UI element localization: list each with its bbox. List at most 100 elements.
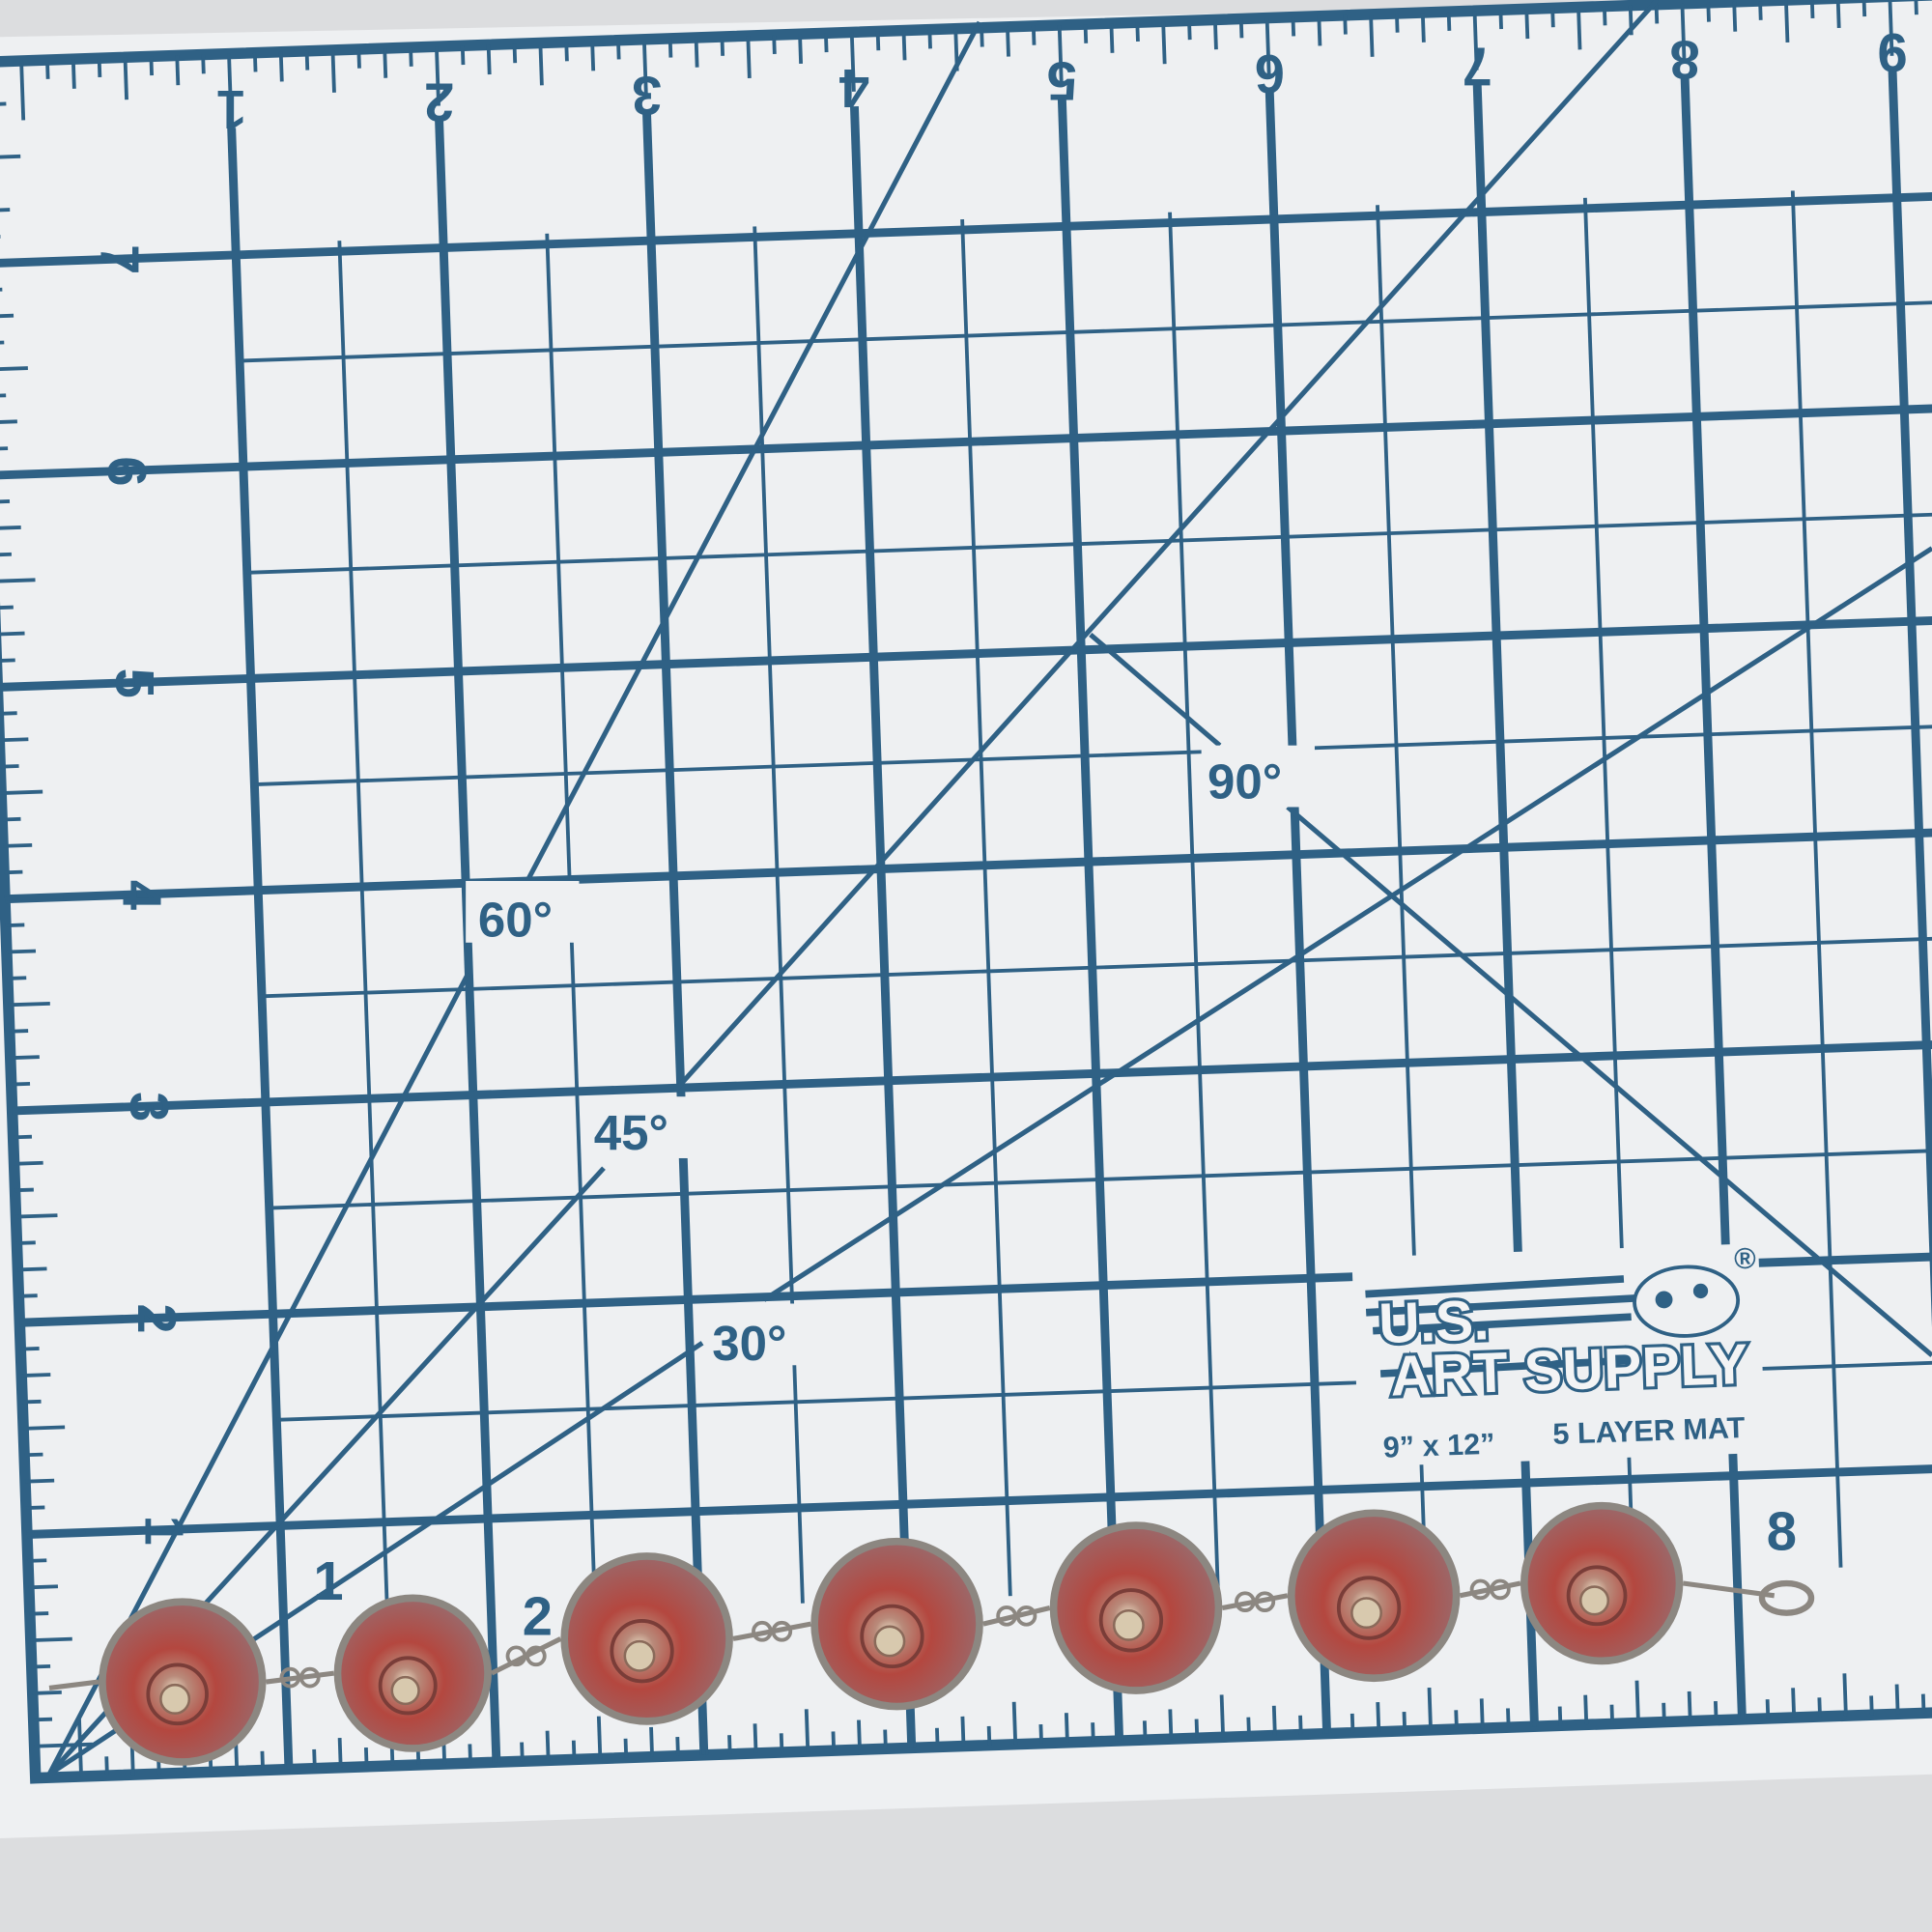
top-ruler-tick	[1861, 0, 1867, 17]
left-ruler-tick	[6, 949, 37, 954]
left-ruler-tick	[19, 1319, 78, 1325]
grid-line-minor-horizontal	[261, 936, 1932, 999]
bottom-ruler-tick	[260, 1750, 266, 1771]
bottom-ruler-tick	[1634, 1680, 1640, 1723]
left-ruler-tick	[0, 340, 5, 345]
shell-spiral-center	[873, 1625, 906, 1658]
top-ruler-tick	[590, 41, 596, 71]
bottom-ruler-tick	[1817, 1697, 1822, 1718]
top-ruler-tick	[1784, 0, 1790, 43]
grid-line-major-horizontal	[0, 192, 1932, 268]
top-ruler-number: 2	[424, 72, 454, 133]
top-ruler-tick	[1758, 0, 1763, 20]
bottom-ruler-tick	[1427, 1688, 1433, 1730]
top-ruler-number: 1	[216, 79, 246, 140]
left-ruler-tick	[0, 208, 11, 213]
grid-line-major-vertical	[1057, 99, 1124, 1742]
top-ruler-tick	[1680, 3, 1687, 64]
top-ruler-tick	[1550, 8, 1555, 28]
label-bg	[704, 1303, 818, 1366]
top-ruler-tick	[486, 44, 492, 75]
bottom-ruler-tick	[1322, 1674, 1329, 1734]
top-ruler-tick	[980, 27, 984, 47]
left-ruler-tick	[17, 1266, 47, 1272]
bottom-ruler-tick	[1038, 1723, 1043, 1744]
left-ruler-tick	[0, 101, 7, 106]
grid-line-minor-horizontal	[276, 1360, 1932, 1422]
top-ruler-tick	[1420, 13, 1426, 43]
left-ruler-tick	[31, 1663, 51, 1669]
logo-us: U.S.	[1378, 1289, 1490, 1355]
shell-cabochon	[1049, 1521, 1223, 1694]
shell-spiral-center	[1350, 1597, 1382, 1630]
top-ruler-tick	[1577, 7, 1582, 50]
top-ruler-tick	[45, 60, 50, 79]
chain-end	[48, 1679, 99, 1690]
top-ruler-tick	[538, 43, 544, 86]
bottom-ruler-tick	[1219, 1694, 1226, 1738]
top-ruler-tick	[772, 35, 777, 54]
top-ruler-tick	[1057, 24, 1064, 85]
bottom-ruler-tick	[129, 1745, 135, 1776]
left-ruler-number: 4	[112, 880, 173, 910]
grid-line-major-vertical	[1888, 71, 1932, 1328]
bottom-ruler-tick	[699, 1695, 706, 1755]
bottom-ruler-tick	[1738, 1660, 1745, 1719]
top-ruler-tick	[71, 59, 76, 89]
shell-cabochon	[560, 1552, 733, 1725]
top-ruler-tick	[227, 53, 234, 114]
shell-spiral-center	[623, 1639, 656, 1672]
angle-label-30: 30°	[712, 1316, 786, 1371]
grid-line-major-vertical	[849, 105, 917, 1748]
left-ruler-tick	[15, 1213, 58, 1219]
top-ruler-tick	[875, 31, 881, 51]
chain-link	[1683, 1580, 1776, 1599]
left-ruler-tick	[23, 1425, 66, 1431]
bottom-ruler-tick	[545, 1730, 551, 1761]
top-ruler-tick	[1835, 0, 1841, 29]
bottom-ruler-tick	[727, 1735, 732, 1754]
bottom-ruler-tick	[234, 1741, 240, 1772]
top-ruler-tick	[1524, 9, 1530, 40]
left-ruler-tick	[14, 1160, 43, 1166]
palette-icon	[1633, 1264, 1741, 1338]
top-ruler-tick	[1888, 0, 1894, 56]
left-ruler-tick	[30, 1636, 72, 1643]
guide-60-upper	[525, 20, 982, 883]
jump-ring	[752, 1620, 773, 1642]
left-ruler-tick	[0, 366, 28, 371]
top-ruler-tick	[616, 40, 621, 60]
top-ruler-tick	[123, 57, 128, 100]
left-ruler-tick	[33, 1717, 53, 1722]
bottom-ruler-tick	[1894, 1684, 1900, 1715]
left-ruler-tick	[5, 923, 25, 928]
shell-spiral-center	[1578, 1585, 1610, 1616]
shell-spiral	[860, 1604, 924, 1669]
grid-line-minor-vertical	[1790, 190, 1843, 1568]
left-ruler-number: 1	[133, 1516, 194, 1546]
top-ruler-tick	[1109, 23, 1115, 53]
top-ruler-tick	[1083, 24, 1089, 43]
left-ruler-tick	[12, 1106, 71, 1113]
left-ruler-number: 5	[104, 668, 165, 698]
top-ruler-tick	[97, 58, 102, 78]
top-ruler-tick	[383, 47, 388, 78]
bottom-ruler-tick	[284, 1710, 291, 1770]
top-ruler-tick	[1809, 0, 1815, 18]
grid-line-minor-horizontal	[246, 512, 1932, 575]
angle-label-90: 90°	[1208, 754, 1282, 810]
guide-90	[1089, 632, 1222, 748]
shell	[1294, 1517, 1453, 1675]
top-ruler-number: 4	[839, 58, 869, 119]
bottom-ruler-tick	[1557, 1706, 1563, 1726]
bottom-ruler-tick	[831, 1731, 837, 1751]
top-ruler-tick	[1472, 11, 1479, 71]
guide-30-upper	[762, 546, 1932, 1302]
left-ruler-tick	[0, 711, 17, 716]
bottom-ruler-tick	[1246, 1717, 1251, 1737]
top-ruler-tick	[1395, 13, 1400, 33]
top-ruler-number: 6	[1255, 43, 1285, 104]
shell-cabochon	[1287, 1509, 1461, 1683]
left-ruler-tick	[3, 869, 23, 875]
left-ruler-tick	[10, 1055, 40, 1061]
